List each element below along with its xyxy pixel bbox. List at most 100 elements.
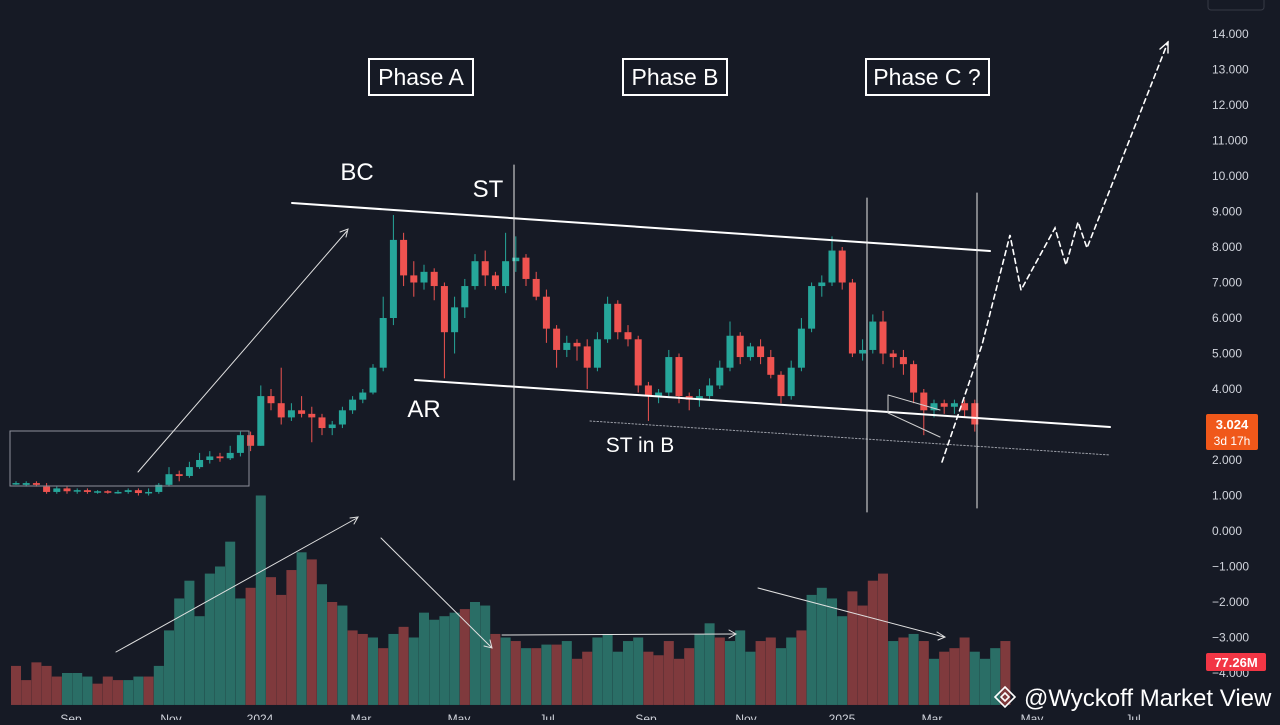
volume-bar	[878, 573, 888, 705]
volume-bar	[939, 651, 950, 705]
candle	[838, 247, 846, 290]
y-tick-label: 14.000	[1212, 27, 1249, 41]
candle-body	[22, 483, 30, 485]
candle-body	[451, 307, 459, 333]
candle	[338, 406, 346, 429]
volume-bar	[551, 644, 562, 705]
candle	[726, 321, 734, 372]
volume-bar	[398, 626, 409, 705]
volume-bar	[561, 641, 572, 705]
candle	[369, 364, 377, 395]
volume-bar	[419, 612, 429, 705]
candle	[226, 445, 234, 460]
x-tick-label: Jul	[1125, 712, 1140, 720]
y-tick-label: 2.000	[1212, 453, 1242, 467]
candle	[695, 389, 703, 407]
volume-bar	[908, 633, 919, 705]
candle-body	[777, 374, 785, 397]
candle	[155, 483, 163, 494]
volume-bar	[612, 651, 623, 705]
candle-body	[471, 261, 479, 287]
volume-bar	[276, 594, 287, 705]
candle-body	[410, 275, 418, 283]
candle-body	[247, 435, 255, 446]
candle	[53, 486, 61, 494]
volume-bar	[531, 648, 542, 705]
volume-decline-arrow-head	[936, 631, 947, 641]
chart-drawings	[9, 40, 1169, 653]
candle	[185, 461, 193, 478]
price-axis[interactable]: 14.000 13.000 12.000 11.000 10.000 9.000 8.000…	[1212, 27, 1249, 680]
candle	[94, 490, 102, 494]
candle-body	[43, 486, 51, 492]
volume-bar	[674, 658, 684, 705]
volume-bar	[643, 651, 654, 705]
volume-bar	[184, 580, 195, 705]
phase-a-box	[368, 58, 474, 96]
volume-bar	[816, 587, 827, 705]
candle-body	[593, 339, 601, 368]
volume-bars	[11, 495, 1011, 705]
phase-a-label: Phase A	[378, 64, 464, 90]
y-tick-label: 10.000	[1212, 169, 1249, 183]
candle-body	[389, 239, 397, 318]
candle	[83, 488, 91, 494]
candle-body	[787, 367, 795, 397]
volume-bar	[949, 648, 960, 705]
volume-bar	[113, 680, 123, 705]
volume-fall-arrow	[380, 537, 492, 648]
candle	[216, 452, 224, 462]
price-badge-bg	[1206, 414, 1258, 450]
candle	[63, 486, 71, 494]
volume-bar	[714, 637, 725, 705]
volume-bar	[735, 630, 746, 705]
volume-bar	[306, 559, 317, 705]
candle-body	[83, 490, 91, 492]
time-axis[interactable]: Sep Nov 2024 Mar May Jul Sep Nov 2025 Mar May Jul	[60, 712, 1140, 725]
volume-value-label: 77.26M	[1214, 655, 1257, 670]
volume-bar	[959, 637, 970, 705]
top-right-button[interactable]	[1207, 0, 1265, 11]
candle-body	[736, 335, 744, 358]
volume-bar	[378, 648, 389, 705]
st-in-b-label: ST in B	[606, 434, 674, 457]
wyckoff-annotations: BC ST AR ST in B	[340, 159, 674, 457]
candle-body	[726, 335, 734, 368]
candle-body	[716, 367, 724, 386]
candle	[196, 452, 204, 469]
x-tick-label: 2025	[829, 712, 856, 720]
volume-bar	[980, 658, 990, 705]
ar-label: AR	[407, 396, 440, 423]
candle-body	[267, 396, 275, 404]
volume-bar	[500, 637, 511, 705]
volume-bar	[164, 630, 174, 705]
volume-bar	[123, 680, 134, 705]
candle-body	[369, 367, 377, 393]
volume-bar	[847, 591, 858, 705]
candle-body	[216, 456, 224, 459]
candle	[716, 360, 724, 389]
candle-body	[165, 474, 173, 485]
candle	[746, 342, 754, 361]
candle	[767, 349, 775, 379]
candle-body	[624, 332, 632, 340]
volume-bar	[592, 637, 603, 705]
bc-label: BC	[340, 159, 373, 186]
candle-body	[257, 396, 265, 446]
candle-body	[114, 491, 122, 494]
volume-bar	[133, 676, 144, 705]
candle-body	[757, 346, 765, 358]
volume-bar	[429, 619, 440, 705]
candle-body	[104, 491, 112, 493]
volume-bar	[755, 641, 766, 705]
candle-body	[706, 385, 714, 397]
volume-bar	[194, 616, 205, 705]
candle-body	[859, 349, 867, 354]
x-tick-label: May	[448, 712, 471, 720]
candle-body	[767, 357, 775, 375]
volume-bar	[449, 612, 460, 705]
candle	[298, 396, 306, 418]
volume-bar	[745, 651, 756, 705]
